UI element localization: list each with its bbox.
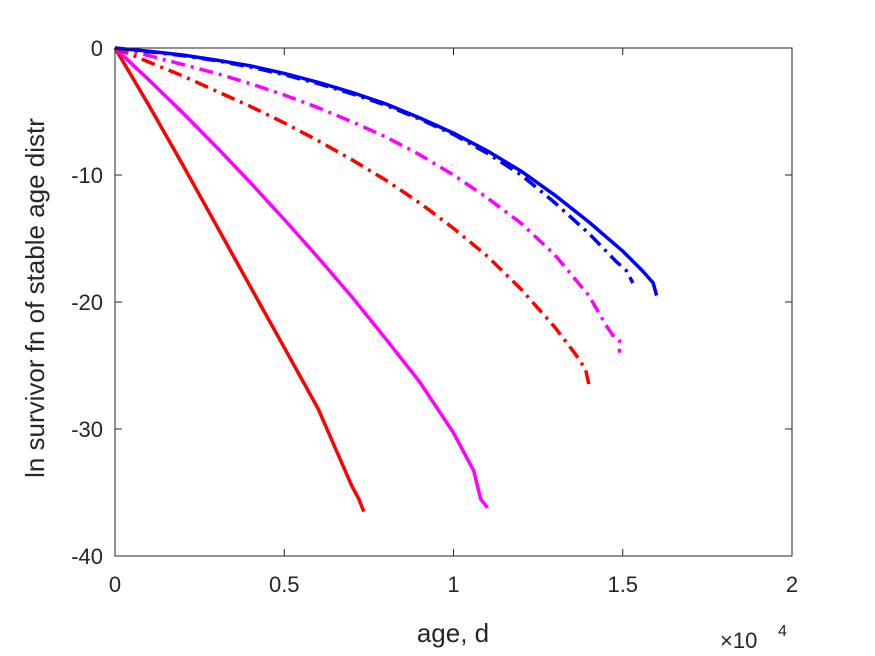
x-axis-label: age, d: [417, 618, 489, 648]
x-tick-label-5: 2: [786, 572, 798, 597]
series-line-3: [114, 46, 591, 385]
y-tick-label-1: 0: [91, 36, 103, 61]
series-line-2: [113, 46, 489, 509]
x-tick-label-4: 1.5: [607, 572, 638, 597]
x-multiplier-base: ×10: [720, 628, 757, 653]
y-axis-label: ln survivor fn of stable age distr: [20, 118, 50, 478]
x-tick-label-1: 0: [109, 572, 121, 597]
y-tick-label-5: -40: [71, 544, 103, 569]
y-tick-label-4: -30: [71, 417, 103, 442]
x-tick-label-3: 1: [447, 572, 459, 597]
y-tick-label-2: -10: [71, 163, 103, 188]
ticks-layer: 0 0.5 1 1.5 2 0 -10 -20 -30 -40: [71, 36, 798, 597]
series-line-6: [114, 46, 659, 297]
series-layer: [113, 46, 659, 513]
x-multiplier: ×10 4: [720, 623, 787, 653]
y-tick-label-3: -20: [71, 290, 103, 315]
x-tick-label-2: 0.5: [269, 572, 300, 597]
plot-background: [115, 48, 792, 556]
series-line-4: [114, 46, 622, 353]
series-line-1: [113, 47, 366, 513]
x-multiplier-exponent: 4: [778, 623, 787, 640]
